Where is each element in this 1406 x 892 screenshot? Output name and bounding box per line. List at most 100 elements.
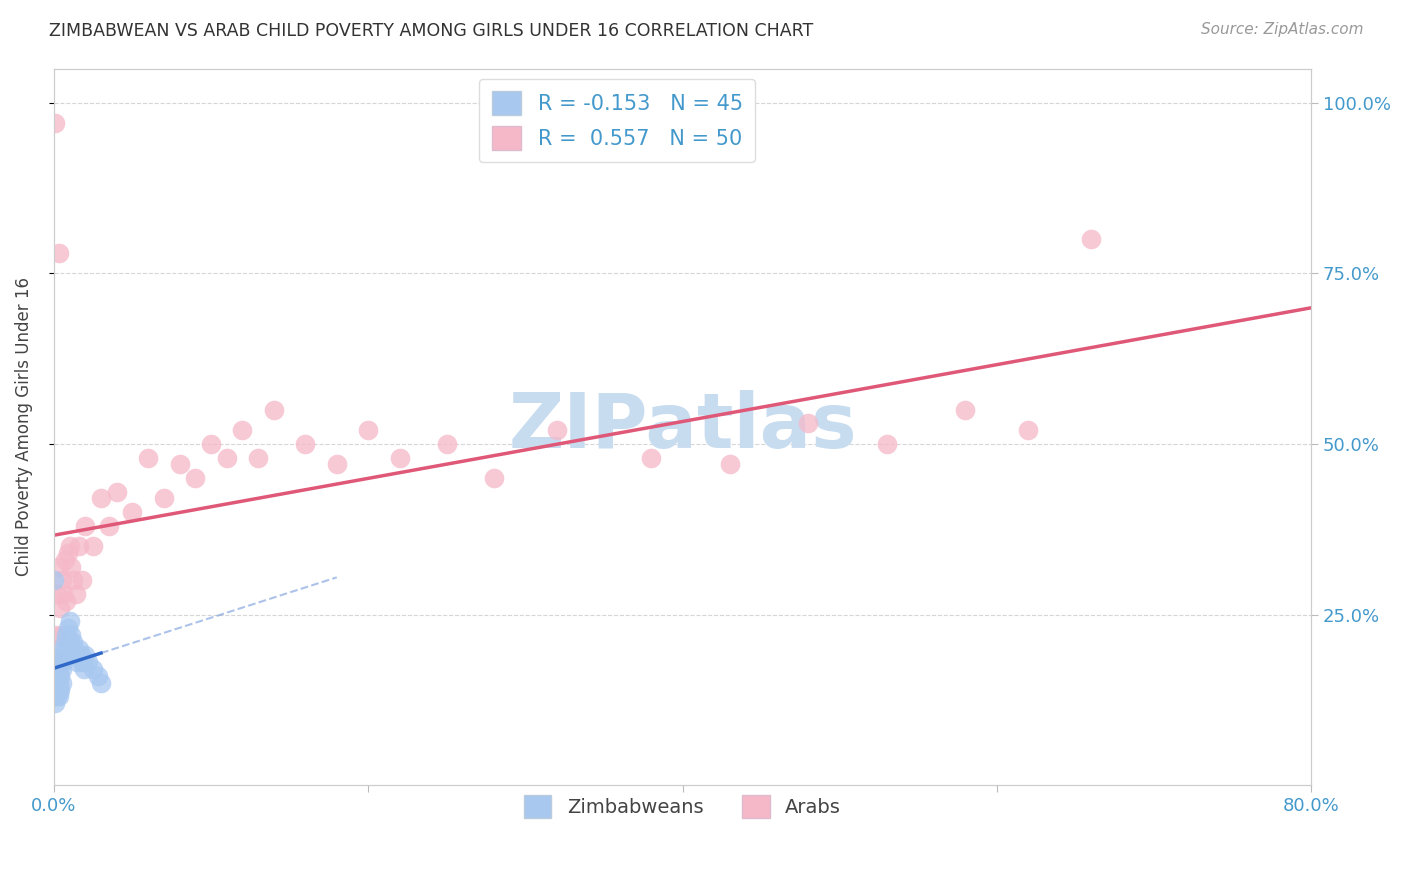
Point: [51, 574, 73, 588]
Legend: Zimbabweans, Arabs: Zimbabweans, Arabs: [516, 788, 849, 826]
Point: [53, 553, 76, 567]
Point: [53, 635, 76, 649]
Point: [1080, 232, 1102, 246]
Point: [955, 402, 977, 417]
Point: [73, 662, 96, 676]
Point: [52, 641, 75, 656]
Y-axis label: Child Poverty Among Girls Under 16: Child Poverty Among Girls Under 16: [15, 277, 32, 576]
Point: [200, 437, 222, 451]
Point: [388, 450, 411, 465]
Point: [87, 669, 110, 683]
Point: [718, 458, 741, 472]
Point: [67, 641, 90, 656]
Point: [55, 628, 77, 642]
Point: [48, 669, 70, 683]
Point: [48, 662, 70, 676]
Point: [63, 641, 86, 656]
Point: [58, 539, 80, 553]
Point: [49, 669, 72, 683]
Point: [56, 621, 79, 635]
Text: ZIMBABWEAN VS ARAB CHILD POVERTY AMONG GIRLS UNDER 16 CORRELATION CHART: ZIMBABWEAN VS ARAB CHILD POVERTY AMONG G…: [49, 22, 814, 40]
Point: [46, 675, 69, 690]
Point: [49, 655, 72, 669]
Point: [56, 546, 79, 560]
Point: [65, 648, 87, 663]
Point: [97, 518, 120, 533]
Point: [294, 437, 316, 451]
Point: [82, 662, 104, 676]
Point: [53, 648, 76, 663]
Point: [876, 437, 898, 451]
Point: [44, 682, 66, 697]
Point: [640, 450, 662, 465]
Point: [52, 587, 75, 601]
Point: [48, 245, 70, 260]
Point: [436, 437, 458, 451]
Point: [46, 641, 69, 656]
Point: [797, 417, 820, 431]
Point: [58, 635, 80, 649]
Point: [169, 458, 191, 472]
Point: [105, 484, 128, 499]
Point: [58, 615, 80, 629]
Point: [326, 458, 349, 472]
Point: [48, 655, 70, 669]
Point: [49, 682, 72, 697]
Point: [77, 655, 100, 669]
Point: [136, 450, 159, 465]
Point: [65, 587, 87, 601]
Point: [42, 574, 65, 588]
Point: [49, 655, 72, 669]
Point: [48, 690, 70, 704]
Point: [67, 539, 90, 553]
Point: [69, 648, 91, 663]
Point: [48, 675, 70, 690]
Point: [48, 682, 70, 697]
Point: [55, 641, 77, 656]
Point: [90, 491, 112, 506]
Point: [46, 587, 69, 601]
Point: [153, 491, 176, 506]
Point: [482, 471, 505, 485]
Point: [60, 559, 83, 574]
Point: [184, 471, 207, 485]
Point: [46, 669, 69, 683]
Point: [247, 450, 270, 465]
Point: [46, 690, 69, 704]
Point: [48, 559, 70, 574]
Point: [44, 696, 66, 710]
Point: [215, 450, 238, 465]
Point: [75, 518, 97, 533]
Text: ZIPatlas: ZIPatlas: [508, 390, 856, 464]
Point: [44, 628, 66, 642]
Point: [44, 662, 66, 676]
Point: [51, 662, 73, 676]
Point: [75, 648, 97, 663]
Point: [70, 655, 93, 669]
Point: [1017, 423, 1039, 437]
Point: [62, 574, 84, 588]
Point: [55, 594, 77, 608]
Point: [46, 682, 69, 697]
Point: [263, 402, 285, 417]
Point: [546, 423, 568, 437]
Point: [121, 505, 143, 519]
Point: [44, 675, 66, 690]
Point: [51, 675, 73, 690]
Point: [60, 628, 83, 642]
Point: [51, 628, 73, 642]
Point: [62, 635, 84, 649]
Text: Source: ZipAtlas.com: Source: ZipAtlas.com: [1201, 22, 1364, 37]
Point: [357, 423, 380, 437]
Point: [90, 675, 112, 690]
Point: [56, 641, 79, 656]
Point: [66, 655, 89, 669]
Point: [44, 690, 66, 704]
Point: [70, 574, 93, 588]
Point: [231, 423, 253, 437]
Point: [52, 655, 75, 669]
Point: [49, 600, 72, 615]
Point: [51, 648, 73, 663]
Point: [82, 539, 104, 553]
Point: [44, 116, 66, 130]
